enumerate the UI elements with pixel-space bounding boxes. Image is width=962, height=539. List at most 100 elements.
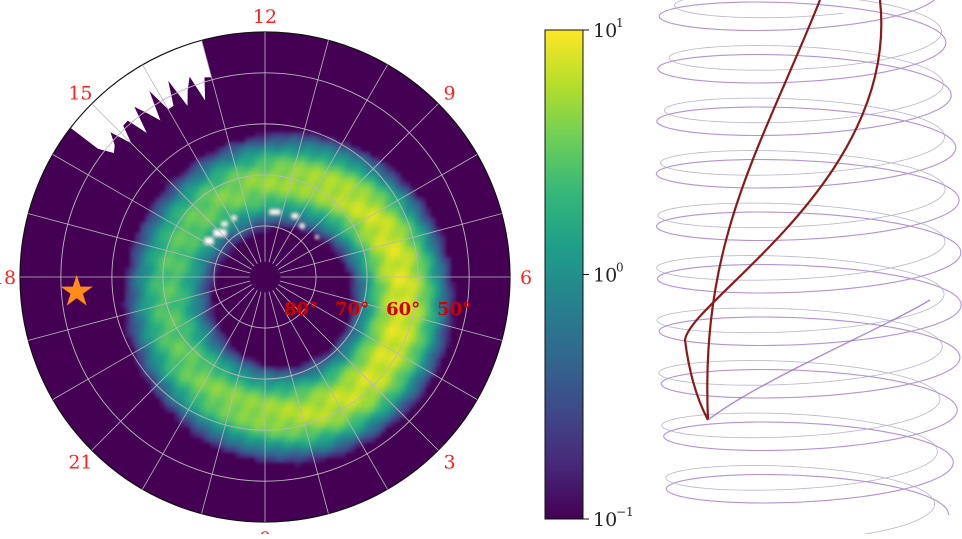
heatmap-cell (355, 387, 361, 393)
heatmap-cell (245, 427, 251, 433)
heatmap-cell (340, 182, 346, 188)
heatmap-cell (415, 242, 421, 248)
heatmap-cell (390, 327, 396, 333)
heatmap-cell (245, 417, 251, 423)
heatmap-cell (415, 292, 421, 298)
heatmap-cell (215, 267, 221, 273)
heatmap-cell (190, 432, 196, 438)
heatmap-cell (425, 222, 431, 228)
heatmap-cell (250, 377, 256, 383)
heatmap-cell (210, 342, 216, 348)
heatmap-cell (140, 287, 146, 293)
heatmap-cell (315, 147, 321, 153)
heatmap-cell (220, 447, 226, 453)
heatmap-cell (365, 352, 371, 358)
heatmap-cell (425, 287, 431, 293)
heatmap-cell (280, 417, 286, 423)
heatmap-cell (170, 202, 176, 208)
heatmap-cell (145, 317, 151, 323)
heatmap-cell (350, 392, 356, 398)
heatmap-cell (170, 222, 176, 228)
heatmap-cell (225, 167, 231, 173)
heatmap-cell (210, 157, 216, 163)
heatmap-cell (360, 237, 366, 243)
heatmap-cell (295, 462, 301, 468)
heatmap-cell (435, 277, 441, 283)
heatmap-cell (375, 407, 381, 413)
heatmap-cell (180, 282, 186, 288)
heatmap-cell (420, 217, 426, 223)
heatmap-cell (145, 377, 151, 383)
heatmap-cell (205, 327, 211, 333)
heatmap-cell (135, 232, 141, 238)
heatmap-cell (245, 157, 251, 163)
heatmap-cell (255, 152, 261, 158)
heatmap-cell (385, 172, 391, 178)
heatmap-cell (360, 167, 366, 173)
heatmap-cell (145, 322, 151, 328)
heatmap-cell (290, 182, 296, 188)
heatmap-cell (290, 387, 296, 393)
heatmap-cell (270, 457, 276, 463)
heatmap-cell (275, 397, 281, 403)
heatmap-cell (380, 397, 386, 403)
heatmap-cell (370, 422, 376, 428)
heatmap-cell (265, 227, 271, 233)
heatmap-cell (365, 317, 371, 323)
heatmap-cell (235, 442, 241, 448)
heatmap-cell (210, 432, 216, 438)
heatmap-cell (285, 207, 291, 213)
heatmap-cell (230, 157, 236, 163)
heatmap-cell (175, 297, 181, 303)
heatmap-cell (380, 412, 386, 418)
heatmap-cell (435, 362, 441, 368)
heatmap-cell (330, 447, 336, 453)
heatmap-cell (290, 172, 296, 178)
heatmap-cell (300, 392, 306, 398)
heatmap-cell (205, 387, 211, 393)
heatmap-cell (175, 322, 181, 328)
heatmap-cell (370, 232, 376, 238)
heatmap-cell (195, 202, 201, 208)
heatmap-cell (330, 242, 336, 248)
heatmap-cell (425, 347, 431, 353)
heatmap-cell (145, 367, 151, 373)
heatmap-cell (390, 417, 396, 423)
heatmap-cell (285, 387, 291, 393)
heatmap-cell (225, 192, 231, 198)
heatmap-cell (240, 447, 246, 453)
heatmap-cell (330, 212, 336, 218)
heatmap-cell (435, 292, 441, 298)
heatmap-cell (260, 412, 266, 418)
heatmap-cell (185, 222, 191, 228)
heatmap-cell (170, 387, 176, 393)
heatmap-cell (345, 332, 351, 338)
heatmap-cell (220, 372, 226, 378)
heatmap-cell (360, 322, 366, 328)
heatmap-cell (330, 352, 336, 358)
heatmap-cell (295, 222, 301, 228)
heatmap-cell (335, 352, 341, 358)
heatmap-cell (265, 442, 271, 448)
heatmap-cell (245, 222, 251, 228)
heatmap-cell (175, 277, 181, 283)
heatmap-cell (350, 177, 356, 183)
heatmap-cell (395, 222, 401, 228)
heatmap-cell (275, 452, 281, 458)
heatmap-cell (350, 192, 356, 198)
heatmap-cell (320, 207, 326, 213)
heatmap-cell (335, 187, 341, 193)
heatmap-cell (205, 402, 211, 408)
heatmap-cell (145, 357, 151, 363)
heatmap-cell (240, 432, 246, 438)
heatmap-cell (435, 247, 441, 253)
heatmap-cell (180, 342, 186, 348)
heatmap-cell (385, 207, 391, 213)
heatmap-cell (415, 337, 421, 343)
heatmap-cell (340, 162, 346, 168)
heatmap-cell (430, 232, 436, 238)
heatmap-cell (370, 337, 376, 343)
heatmap-cell (270, 167, 276, 173)
heatmap-cell (200, 187, 206, 193)
heatmap-cell (375, 212, 381, 218)
